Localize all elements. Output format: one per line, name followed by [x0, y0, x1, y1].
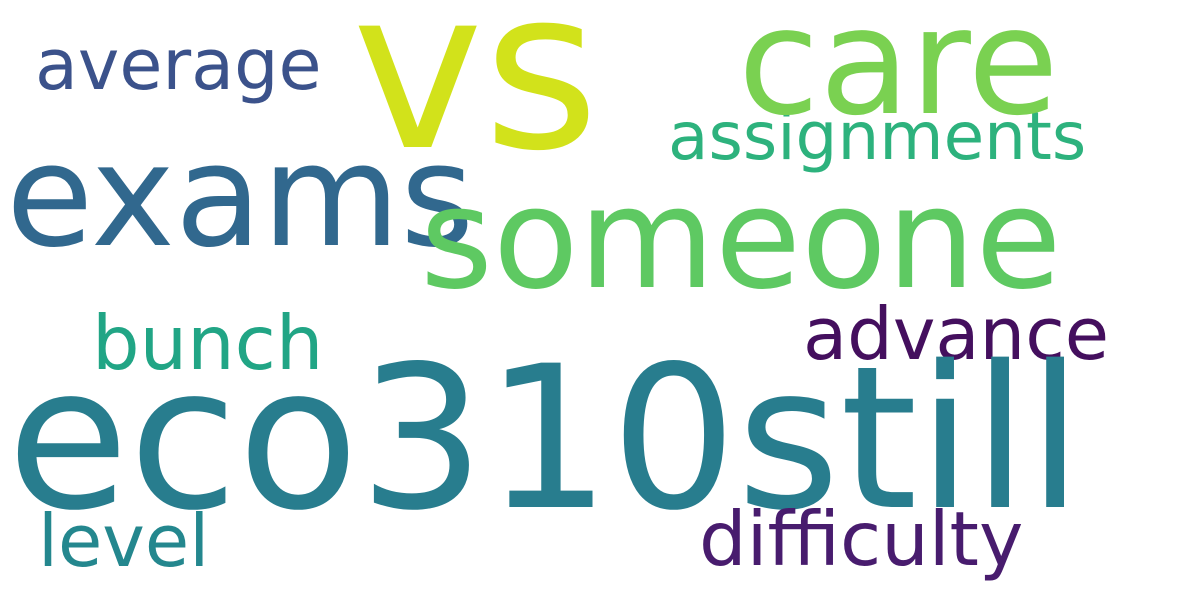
word-assignments: assignments: [668, 98, 1087, 175]
word-eco310still: eco310still: [7, 323, 1083, 554]
word-level: level: [38, 499, 210, 583]
word-average: average: [35, 24, 322, 106]
word-vs: vs: [352, 0, 600, 200]
word-difficulty: difficulty: [699, 495, 1024, 583]
word-bunch: bunch: [92, 299, 324, 387]
word-someone: someone: [420, 158, 1062, 321]
word-exams: exams: [6, 114, 475, 279]
word-advance: advance: [803, 292, 1110, 376]
word-care: care: [738, 0, 1059, 148]
